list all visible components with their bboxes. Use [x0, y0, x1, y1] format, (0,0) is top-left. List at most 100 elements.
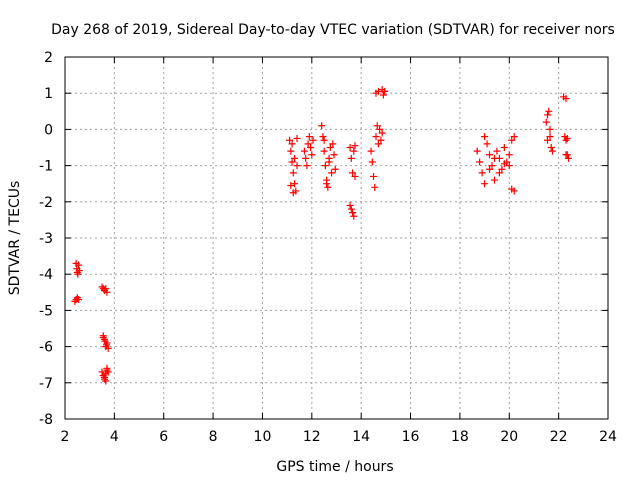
data-point: [498, 165, 506, 173]
data-point: [546, 125, 554, 133]
data-point: [563, 134, 571, 142]
data-point: [493, 147, 501, 155]
y-tick-label: 2: [44, 50, 53, 66]
y-tick-label: -7: [39, 376, 53, 392]
data-point: [331, 165, 339, 173]
y-tick-label: -1: [39, 159, 53, 175]
data-point: [318, 122, 326, 130]
data-point: [103, 288, 111, 296]
data-point: [508, 136, 516, 144]
data-point: [486, 151, 494, 159]
y-tick-label: -2: [39, 195, 53, 211]
data-point: [319, 133, 327, 141]
data-point: [289, 189, 297, 197]
data-point: [328, 169, 336, 177]
data-point: [505, 151, 513, 159]
data-point: [103, 339, 111, 347]
data-point: [542, 118, 550, 126]
data-point: [367, 147, 375, 155]
data-point: [486, 165, 494, 173]
data-point: [321, 162, 329, 170]
y-tick-label: -8: [39, 412, 53, 428]
data-point: [103, 366, 111, 374]
data-point: [562, 151, 570, 159]
data-point: [305, 133, 313, 141]
data-point: [320, 147, 328, 155]
x-tick-label: 4: [110, 429, 119, 445]
data-point: [324, 183, 332, 191]
x-tick-label: 2: [61, 429, 70, 445]
data-point: [293, 162, 301, 170]
data-point: [350, 212, 358, 220]
data-point: [320, 136, 328, 144]
data-point: [293, 134, 301, 142]
data-point: [329, 140, 337, 148]
x-tick-label: 6: [159, 429, 168, 445]
data-point: [544, 136, 552, 144]
x-tick-label: 10: [254, 429, 272, 445]
data-point: [302, 154, 310, 162]
data-point: [323, 180, 331, 188]
data-point: [291, 154, 299, 162]
data-point: [346, 144, 354, 151]
x-tick-label: 12: [303, 429, 321, 445]
x-tick-label: 16: [402, 429, 420, 445]
data-point: [287, 147, 295, 155]
data-point: [347, 205, 355, 213]
data-point: [99, 332, 107, 340]
data-point: [378, 129, 386, 137]
data-point: [370, 172, 378, 180]
data-point: [483, 140, 491, 148]
data-point: [288, 140, 296, 148]
data-point: [473, 147, 481, 155]
data-point: [330, 151, 338, 159]
data-point: [289, 169, 297, 177]
axis-ticks: [64, 56, 609, 420]
data-point: [307, 144, 315, 151]
data-point: [351, 142, 359, 150]
data-point: [349, 209, 357, 217]
data-point: [376, 125, 384, 133]
x-tick-label: 14: [352, 429, 370, 445]
data-points: [71, 86, 573, 385]
x-tick-label: 18: [451, 429, 469, 445]
data-point: [372, 133, 380, 141]
data-point: [371, 183, 379, 191]
data-point: [546, 133, 554, 141]
data-point: [545, 107, 553, 115]
data-point: [309, 136, 317, 144]
data-point: [374, 87, 382, 95]
data-point: [349, 169, 357, 177]
data-point: [75, 296, 83, 304]
data-point: [547, 144, 555, 151]
y-axis-label: SDTVAR / TECUs: [7, 181, 23, 296]
data-point: [287, 182, 295, 190]
y-tick-label: -3: [39, 231, 53, 247]
data-point: [490, 154, 498, 162]
data-point: [510, 187, 518, 195]
data-point: [490, 176, 498, 184]
data-point: [377, 136, 385, 144]
data-point: [379, 91, 387, 99]
data-point: [102, 285, 110, 293]
data-point: [500, 160, 508, 168]
x-axis-label: GPS time / hours: [276, 459, 393, 475]
data-point: [98, 368, 106, 376]
data-point: [481, 133, 489, 141]
data-point: [368, 158, 376, 166]
data-point: [488, 162, 496, 170]
data-point: [304, 140, 312, 148]
data-point: [75, 261, 83, 269]
grid-lines: [65, 57, 608, 419]
data-point: [326, 144, 334, 151]
data-point: [565, 154, 573, 162]
data-point: [347, 154, 355, 162]
data-point: [374, 140, 382, 148]
data-point: [74, 270, 82, 278]
data-point: [308, 151, 316, 159]
data-point: [381, 87, 389, 95]
x-tick-label: 20: [500, 429, 518, 445]
data-point: [481, 180, 489, 188]
